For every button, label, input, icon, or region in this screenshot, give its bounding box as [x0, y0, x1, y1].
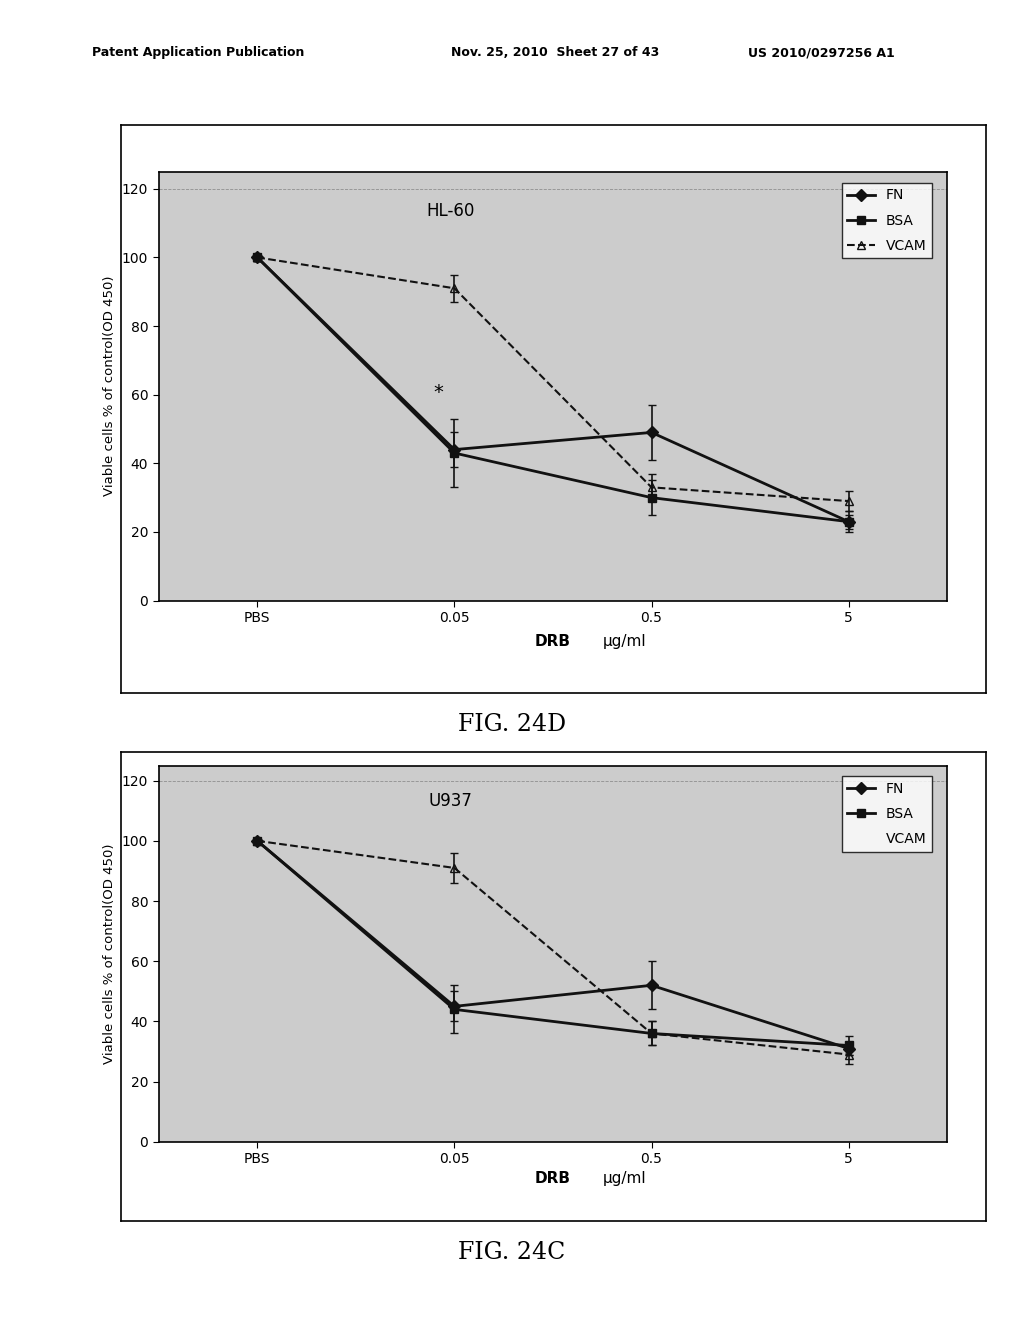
Text: μg/ml: μg/ml [603, 1171, 646, 1185]
Text: DRB: DRB [535, 1171, 571, 1185]
Text: HL-60: HL-60 [426, 202, 475, 219]
Text: DRB: DRB [535, 634, 571, 648]
Y-axis label: Viable cells % of control(OD 450): Viable cells % of control(OD 450) [103, 276, 117, 496]
Legend: FN, BSA, VCAM: FN, BSA, VCAM [842, 776, 933, 851]
Text: FIG. 24D: FIG. 24D [458, 713, 566, 735]
Text: Patent Application Publication: Patent Application Publication [92, 46, 304, 59]
Text: US 2010/0297256 A1: US 2010/0297256 A1 [748, 46, 894, 59]
Legend: FN, BSA, VCAM: FN, BSA, VCAM [842, 183, 933, 259]
Text: U937: U937 [428, 792, 472, 810]
Text: *: * [434, 383, 443, 401]
Y-axis label: Viable cells % of control(OD 450): Viable cells % of control(OD 450) [103, 843, 117, 1064]
Text: Nov. 25, 2010  Sheet 27 of 43: Nov. 25, 2010 Sheet 27 of 43 [451, 46, 658, 59]
Text: μg/ml: μg/ml [603, 634, 646, 648]
Text: FIG. 24C: FIG. 24C [459, 1241, 565, 1263]
